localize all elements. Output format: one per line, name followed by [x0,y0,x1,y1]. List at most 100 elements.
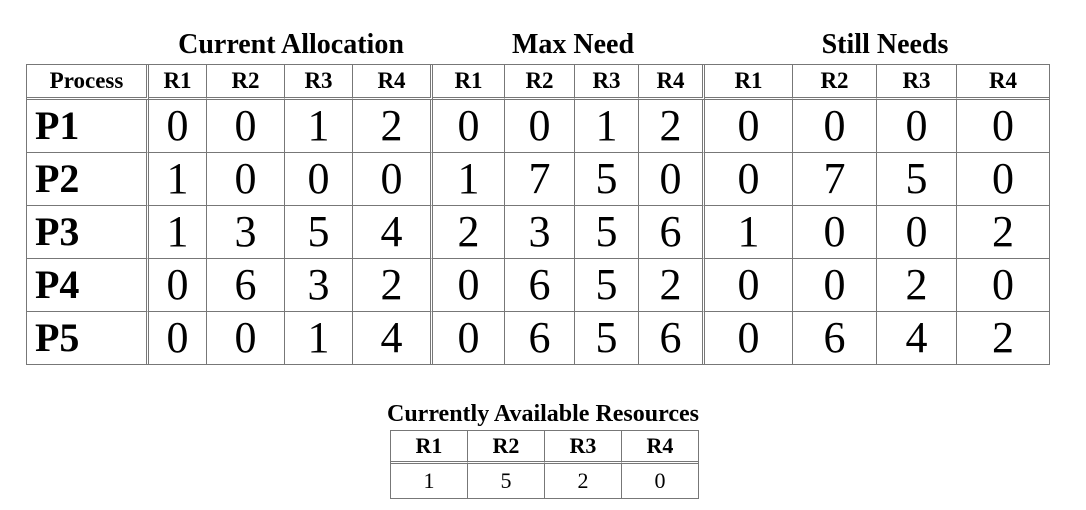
alloc-cell: 1 [285,100,353,153]
available-values-row: 1 5 2 0 [391,464,698,498]
still-cell: 0 [705,100,793,153]
alloc-cell: 0 [207,153,285,206]
still-cell: 5 [877,153,957,206]
table-row: P5 0 0 1 4 0 6 5 6 0 6 4 2 [27,312,1049,364]
still-cell: 0 [793,206,877,259]
table-row: P4 0 6 3 2 0 6 5 2 0 0 2 0 [27,259,1049,312]
max-cell: 1 [575,100,639,153]
still-cell: 0 [877,206,957,259]
col-max-r1: R1 [433,65,505,100]
max-cell: 6 [639,312,705,364]
max-cell: 5 [575,153,639,206]
col-max-r3: R3 [575,65,639,100]
alloc-cell: 2 [353,100,433,153]
resource-allocation-table: Process R1 R2 R3 R4 R1 R2 R3 R4 R1 R2 R3… [26,64,1050,365]
table-row: P2 1 0 0 0 1 7 5 0 0 7 5 0 [27,153,1049,206]
col-alloc-r3: R3 [285,65,353,100]
still-cell: 2 [877,259,957,312]
max-cell: 6 [505,312,575,364]
avail-value: 5 [468,464,545,498]
still-cell: 0 [705,153,793,206]
avail-value: 1 [391,464,468,498]
process-name: P1 [27,100,149,153]
process-name: P2 [27,153,149,206]
max-cell: 2 [639,259,705,312]
max-cell: 1 [433,153,505,206]
max-cell: 0 [433,259,505,312]
process-name: P4 [27,259,149,312]
alloc-cell: 4 [353,206,433,259]
still-cell: 0 [877,100,957,153]
avail-value: 0 [654,468,666,493]
col-alloc-r4: R4 [353,65,433,100]
max-cell: 0 [433,312,505,364]
max-cell: 7 [505,153,575,206]
col-alloc-r1: R1 [149,65,207,100]
still-cell: 0 [957,153,1049,206]
max-cell: 0 [639,153,705,206]
col-still-r3: R3 [877,65,957,100]
available-resources-title: Currently Available Resources [387,401,699,427]
col-still-r1: R1 [705,65,793,100]
available-header-row: R1 R2 R3 R4 [391,431,698,464]
still-cell: 1 [705,206,793,259]
col-still-r4: R4 [957,65,1049,100]
max-cell: 5 [575,312,639,364]
alloc-cell: 0 [207,100,285,153]
col-still-r2: R2 [793,65,877,100]
col-max-r4: R4 [639,65,705,100]
avail-value: 2 [545,464,622,498]
table-row: P3 1 3 5 4 2 3 5 6 1 0 0 2 [27,206,1049,259]
col-alloc-r2: R2 [207,65,285,100]
alloc-cell: 1 [149,153,207,206]
still-cell: 2 [957,206,1049,259]
max-cell: 0 [505,100,575,153]
alloc-cell: 2 [353,259,433,312]
max-cell: 2 [639,100,705,153]
still-cell: 0 [705,259,793,312]
column-header-row: Process R1 R2 R3 R4 R1 R2 R3 R4 R1 R2 R3… [27,65,1049,100]
max-cell: 0 [433,100,505,153]
alloc-cell: 3 [207,206,285,259]
still-cell: 7 [793,153,877,206]
col-process: Process [27,65,149,100]
alloc-cell: 0 [285,153,353,206]
alloc-cell: 5 [285,206,353,259]
avail-col-r3: R3 [545,431,622,464]
still-cell: 2 [992,313,1014,362]
still-cell: 0 [957,259,1049,312]
alloc-cell: 0 [207,312,285,364]
header-still-needs: Still Needs [821,29,949,60]
alloc-cell: 3 [285,259,353,312]
alloc-cell: 0 [149,259,207,312]
alloc-cell: 1 [285,312,353,364]
still-cell: 4 [877,312,957,364]
still-cell: 0 [957,100,1049,153]
avail-col-r2: R2 [468,431,545,464]
still-cell: 0 [793,259,877,312]
alloc-cell: 0 [149,312,207,364]
process-name: P5 [27,312,149,364]
alloc-cell: 6 [207,259,285,312]
still-cell: 0 [705,312,793,364]
alloc-cell: 1 [149,206,207,259]
max-cell: 6 [639,206,705,259]
alloc-cell: 0 [149,100,207,153]
max-cell: 6 [505,259,575,312]
header-max-need: Max Need [511,29,635,60]
max-cell: 2 [433,206,505,259]
header-current-allocation: Current Allocation [178,29,404,60]
table-row: P1 0 0 1 2 0 0 1 2 0 0 0 0 [27,100,1049,153]
alloc-cell: 4 [353,312,433,364]
still-cell: 0 [793,100,877,153]
max-cell: 5 [575,206,639,259]
available-resources-table: R1 R2 R3 R4 1 5 2 0 [390,430,699,499]
max-cell: 3 [505,206,575,259]
max-cell: 5 [575,259,639,312]
process-name: P3 [27,206,149,259]
avail-col-r1: R1 [391,431,468,464]
still-cell: 6 [793,312,877,364]
col-max-r2: R2 [505,65,575,100]
alloc-cell: 0 [353,153,433,206]
avail-col-r4: R4 [622,431,698,464]
